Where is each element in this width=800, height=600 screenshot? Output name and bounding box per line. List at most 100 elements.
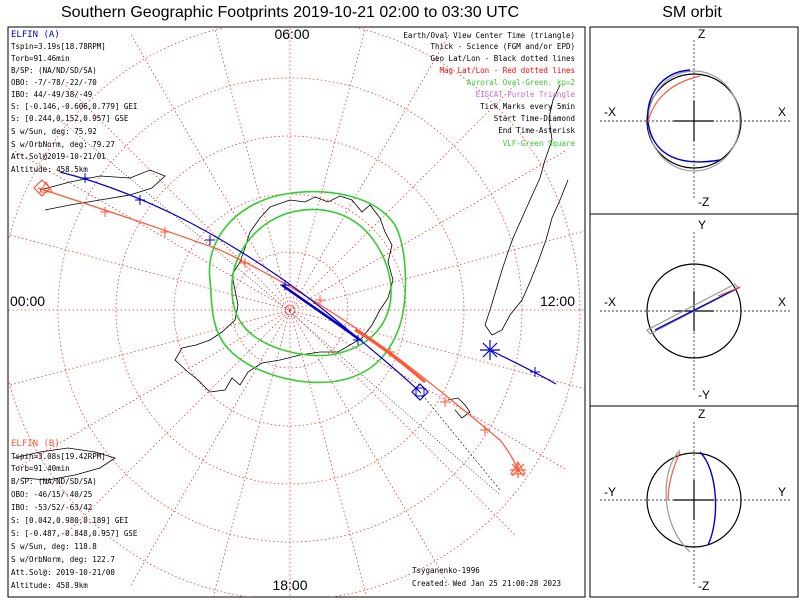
new-zealand-coastline — [13, 447, 116, 481]
elfin-b-line: S w/OrbNorm, deg: 122.7 — [11, 555, 115, 564]
elfin-a-ticks — [80, 173, 540, 377]
mlt-spoke — [289, 83, 517, 311]
axis-label-bottom: -Z — [698, 579, 709, 593]
mag-lat-circle — [115, 135, 465, 485]
clock-label-right: 12:00 — [540, 293, 575, 309]
auroral-oval-outer — [208, 190, 407, 384]
map-frame — [7, 26, 586, 598]
elfin-a-science-arc — [281, 283, 361, 342]
sm-orbit-a — [646, 69, 721, 163]
mlt-spoke — [129, 32, 291, 311]
sm-panel-xz: Z -Z -X X — [600, 27, 790, 209]
elfin-b-start-diamond — [33, 179, 51, 197]
elfin-a-line: Altitude: 458.5km — [11, 165, 88, 174]
mlt-spoke — [289, 309, 568, 471]
mlt-spoke — [289, 230, 585, 311]
tick-mark — [80, 173, 90, 183]
axis-label-bottom: -Y — [698, 388, 710, 402]
elfin-b-line: OBO: -46/15/-40/25 — [11, 490, 92, 499]
mlt-spoke — [63, 309, 291, 537]
elfin-a-end-asterisk — [480, 340, 500, 360]
tick-mark — [205, 235, 215, 245]
elfin-b-end-asterisk — [510, 462, 526, 478]
tick-mark — [315, 295, 325, 305]
polar-map — [8, 27, 585, 597]
legend-line: Geo Lat/Lon - Black dotted lines — [431, 54, 576, 63]
legend-line: Earth/Oval View Center Time (triangle) — [403, 31, 575, 40]
mlt-spoke — [212, 309, 291, 597]
tick-mark — [440, 397, 450, 407]
sm-panel-yz: Z -Z -Y Y — [600, 407, 790, 593]
elfin-b-line: Altitude: 458.9km — [11, 581, 88, 590]
elfin-b-end-triangle — [510, 461, 526, 475]
elfin-a-start-diamond — [411, 383, 429, 401]
sm-orbit-a — [654, 286, 741, 331]
elfin-b-title: ELFIN (B) — [11, 439, 60, 449]
axis-label-top: Z — [698, 407, 705, 421]
tick-mark — [135, 195, 145, 205]
axis-label-right: X — [778, 295, 786, 309]
sm-panel-xy: Y -Y -X X — [600, 218, 790, 402]
tick-mark — [385, 347, 395, 357]
elfin-a-track — [59, 171, 421, 393]
elfin-a-line: IBO: 44/-49/38/-49 — [11, 90, 92, 99]
mlt-spoke — [213, 27, 291, 311]
mlt-spoke — [289, 309, 451, 588]
sm-orbit-b — [717, 286, 741, 297]
axis-label-left: -X — [604, 295, 616, 309]
earth-circle — [646, 263, 742, 359]
tick-mark — [100, 207, 110, 217]
elfin-a-line: S: [0.244,0.152,0.957] GSE — [11, 114, 129, 123]
axis-label-left: -X — [604, 105, 616, 119]
axis-label-left: -Y — [604, 485, 616, 499]
sm-orbit-title: SM orbit — [662, 4, 722, 21]
elfin-a-line: Tspin=3.19s[18.78RPM] — [11, 42, 106, 51]
axis-label-top: Z — [698, 27, 705, 41]
elfin-b-line: IBO: -53/52/-63/42 — [11, 503, 92, 512]
mlt-spoke — [8, 309, 291, 386]
tick-mark — [280, 280, 290, 290]
auroral-oval-inner — [231, 208, 392, 357]
elfin-a-title: ELFIN (A) — [11, 30, 60, 40]
axis-label-bottom: -Z — [698, 195, 709, 209]
australia-coastline — [39, 169, 166, 211]
south-america-coastline — [484, 84, 569, 336]
legend-line: Start Time-Diamond — [494, 114, 575, 123]
legend: Earth/Oval View Center Time (triangle) T… — [403, 31, 575, 148]
elfin-b-ticks — [100, 207, 490, 435]
elfin-b-line: S: [-0.487,-0.848,0.957] GSE — [11, 529, 138, 538]
black-dotted-connector — [419, 391, 501, 491]
sm-orbit-a — [699, 451, 717, 546]
mlt-spoke — [289, 309, 368, 597]
earth-circle — [646, 73, 742, 169]
mlt-spoke — [12, 309, 291, 471]
tick-mark — [530, 367, 540, 377]
elfin-a-line: OBO: -7/-78/-22/-70 — [11, 78, 97, 87]
figure-title: Southern Geographic Footprints 2019-10-2… — [61, 4, 519, 21]
axis-label-right: Y — [778, 485, 786, 499]
tick-mark — [480, 425, 490, 435]
elfin-b-line: B/SP: (NA/ND/SD/SA) — [11, 477, 97, 486]
elfin-a-track-2 — [489, 349, 557, 385]
elfin-b-line: S: [0.042,0.980,0.189] GEI — [11, 516, 128, 525]
legend-line: EISCAT-Purple Triangle — [476, 90, 576, 99]
elfin-a-start-square — [415, 387, 425, 397]
geo-grid — [59, 119, 501, 496]
elfin-b-line: S w/Sun, deg: 118.8 — [11, 542, 97, 551]
island-coastline — [447, 397, 471, 419]
sm-orbit-gray — [665, 449, 691, 553]
mlt-spoke — [289, 27, 367, 311]
elfin-b-line: Torb=91.40min — [11, 464, 70, 473]
clock-label-left: 00:00 — [10, 293, 45, 309]
created-label: Created: Wed Jan 25 21:00:28 2023 — [412, 579, 561, 588]
elfin-a-info: ELFIN (A) Tspin=3.19s[18.78RPM] Torb=91.… — [11, 30, 137, 174]
axis-label-top: Y — [698, 218, 706, 232]
elfin-a-line: Torb=91.46min — [11, 54, 70, 63]
elfin-a-line: S w/OrbNorm, deg: 79.27 — [11, 140, 115, 149]
legend-line: Tick Marks every 5min — [480, 102, 575, 111]
elfin-b-track — [37, 187, 519, 471]
mag-lat-circle — [8, 27, 581, 597]
legend-line: VLF-Green Square — [503, 139, 576, 148]
elfin-a-line: S: [-0.146,-0.606,0.779] GEI — [11, 102, 137, 111]
